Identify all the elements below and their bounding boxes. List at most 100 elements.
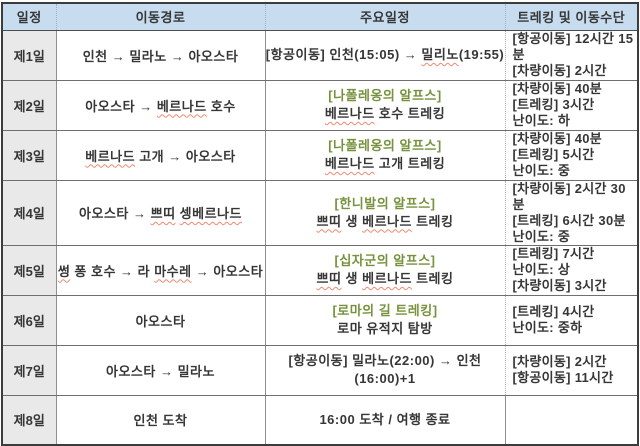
route-cell: 아오스타 → 밀라노 [56, 345, 266, 396]
misspelled-word: 썽 [57, 263, 71, 279]
table-body: 제1일 인천 → 밀라노 → 아오스타 [항공이동] 인천(15:05) → 밀리노… [2, 30, 638, 445]
text-segment: 인천 도착 [133, 413, 188, 429]
header-trekking-transport: 트레킹 및 이동수단 [505, 3, 638, 31]
main-schedule-line: 16:00 도착 / 여행 종료 [266, 411, 505, 429]
text-segment: 호수 트레킹 [374, 106, 446, 121]
table-row: 제3일 베르나드 고개 → 아오스타 [나폴레옹의 알프스] 베르나드 고개 트레킹[… [2, 130, 638, 181]
transport-line: [항공이동] 12시간 15분 [512, 31, 634, 62]
highlight-title: [한니발의 알프스] [334, 195, 436, 211]
route-cell: 인천 → 밀라노 → 아오스타 [56, 30, 266, 81]
transport-cell: [항공이동] 12시간 15분 [차량이동] 2시간 [505, 30, 638, 81]
main-schedule-cell: [한니발의 알프스] 쁘띠 생 베르나드 트레킹 [265, 180, 506, 246]
transport-cell: [차량이동] 40분 [트레킹] 3시간 난이도: 하 [505, 80, 638, 131]
route-cell: 인천 도착 [56, 395, 266, 445]
header-main-schedule: 주요일정 [265, 3, 506, 31]
main-schedule-line: 쁘띠 생 베르나드 트레킹 [266, 270, 505, 288]
main-schedule-line: [항공이동] 밀라노(22:00) → 인천(16:00)+1 [266, 352, 505, 388]
header-row: 일정 이동경로 주요일정 트레킹 및 이동수단 [2, 3, 638, 31]
table-row: 제2일 아오스타 → 베르나드 호수 [나폴레옹의 알프스] 베르나드 호수 트레킹[… [2, 80, 638, 131]
misspelled-word: 베르나드 [324, 156, 375, 171]
table-row: 제1일 인천 → 밀라노 → 아오스타 [항공이동] 인천(15:05) → 밀리노… [2, 30, 638, 81]
route-cell: 베르나드 고개 → 아오스타 [56, 130, 266, 181]
transport-line: [차량이동] 2시간 [512, 354, 607, 369]
table-row: 제8일 인천 도착 16:00 도착 / 여행 종료 [2, 395, 638, 445]
day-cell: 제1일 [2, 30, 57, 81]
misspelled-word: 베르나드 [156, 98, 207, 114]
day-cell: 제2일 [2, 80, 57, 131]
route-cell: 아오스타 → 쁘띠 셍베르나드 [56, 180, 266, 246]
misspelled-word: 쁘띠 [316, 213, 342, 229]
main-schedule-line: 베르나드 호수 트레킹 [266, 105, 505, 123]
text-segment: [항공이동] 밀라노(22:00) → 인천(16:00)+1 [288, 353, 482, 386]
main-schedule-cell: [항공이동] 밀라노(22:00) → 인천(16:00)+1 [265, 345, 506, 396]
highlight-title: [십자군의 알프스] [334, 253, 436, 268]
text-segment: 생 [341, 271, 363, 286]
text-segment: 트레킹 [411, 213, 454, 229]
main-schedule-cell: 16:00 도착 / 여행 종료 [265, 395, 506, 445]
main-schedule-cell: [십자군의 알프스] 쁘띠 생 베르나드 트레킹 [265, 245, 506, 296]
header-route: 이동경로 [56, 3, 266, 31]
transport-line: [트레킹] 6시간 30분 [512, 212, 626, 228]
misspelled-word: 쁘띠 [150, 206, 176, 221]
highlight-title: [나폴레옹의 알프스] [328, 138, 442, 153]
route-cell: 아오스타 [56, 295, 266, 346]
text-segment: 인천 → 밀라노 → 아오스타 [82, 48, 239, 64]
day-cell: 제3일 [2, 130, 57, 181]
misspelled-word: 쁘띠 [316, 271, 342, 286]
main-schedule-line: 로마 유적지 탐방 [266, 320, 505, 338]
misspelled-word: 베르나드 [362, 213, 412, 229]
day-cell: 제5일 [2, 245, 57, 296]
text-segment: 로마 유적지 탐방 [337, 321, 433, 336]
table-row: 제7일 아오스타 → 밀라노 [항공이동] 밀라노(22:00) → 인천(16:0… [2, 345, 638, 396]
transport-line: [항공이동] 11시간 [512, 370, 614, 385]
transport-line: 난이도: 중 [512, 163, 571, 178]
day-cell: 제8일 [2, 395, 57, 445]
transport-cell: [트레킹] 4시간 난이도: 중하 [505, 295, 638, 346]
transport-line: [트레킹] 7시간 [512, 246, 595, 261]
transport-line: 난이도: 하 [512, 113, 571, 128]
misspelled-word: 셍베르나드 [179, 206, 242, 221]
transport-cell: [차량이동] 2시간 [항공이동] 11시간 [505, 345, 638, 396]
table-row: 제4일 아오스타 → 쁘띠 셍베르나드 [한니발의 알프스] 쁘띠 생 베르나드 트레… [2, 180, 638, 246]
transport-line: [트레킹] 5시간 [512, 147, 595, 162]
misspelled-word: 베르나드 [85, 148, 136, 164]
main-schedule-line: [나폴레옹의 알프스] [266, 137, 505, 155]
transport-line: 난이도: 중 [512, 228, 571, 244]
transport-line: 난이도: 중하 [512, 320, 583, 335]
text-segment: 아오스타 → 밀라노 [106, 363, 215, 379]
transport-line: [트레킹] 4시간 [512, 304, 595, 319]
transport-cell: [차량이동] 2시간 30분 [트레킹] 6시간 30분 난이도: 중 [505, 180, 638, 246]
main-schedule-cell: [나폴레옹의 알프스] 베르나드 고개 트레킹 [265, 130, 506, 181]
header-schedule: 일정 [2, 3, 57, 31]
main-schedule-line: [로마의 길 트레킹] [266, 302, 505, 320]
table-row: 제6일 아오스타 [로마의 길 트레킹] 로마 유적지 탐방 [트레킹] 4시간 난이도:… [2, 295, 638, 346]
text-segment: 16:00 도착 / 여행 종료 [319, 411, 451, 427]
text-segment: [항공이동] 인천(15:05) → [265, 47, 422, 62]
transport-line: [차량이동] 40분 [512, 81, 603, 96]
main-schedule-cell: [로마의 길 트레킹] 로마 유적지 탐방 [265, 295, 506, 346]
table-row: 제5일 썽 퐁 호수 → 라 마수레 → 아오스타 [십자군의 알프스] 쁘띠 생 베… [2, 245, 638, 296]
main-schedule-cell: [나폴레옹의 알프스] 베르나드 호수 트레킹 [265, 80, 506, 131]
main-schedule-line: [한니발의 알프스] [266, 195, 505, 213]
misspelled-word: 마수레 [154, 263, 192, 279]
main-schedule-line: 베르나드 고개 트레킹 [266, 155, 505, 173]
text-segment: 고개 → 아오스타 [135, 148, 236, 164]
main-schedule-line: [나폴레옹의 알프스] [266, 87, 505, 105]
transport-line: 난이도: 상 [512, 262, 571, 277]
day-cell: 제4일 [2, 180, 57, 246]
transport-cell [505, 395, 638, 445]
transport-cell: [차량이동] 40분 [트레킹] 5시간 난이도: 중 [505, 130, 638, 181]
transport-line: [차량이동] 2시간 30분 [512, 180, 626, 212]
day-cell: 제7일 [2, 345, 57, 396]
text-segment: 고개 트레킹 [374, 156, 446, 171]
main-schedule-cell: [항공이동] 인천(15:05) → 밀리노(19:55) [265, 30, 506, 81]
route-cell: 아오스타 → 베르나드 호수 [56, 80, 266, 131]
highlight-title: [로마의 길 트레킹] [332, 303, 438, 318]
main-schedule-line: [십자군의 알프스] [266, 252, 505, 270]
transport-line: [트레킹] 3시간 [512, 97, 595, 112]
transport-line: [차량이동] 40분 [512, 131, 603, 146]
transport-line: [차량이동] 3시간 [512, 278, 607, 293]
main-schedule-line: 쁘띠 생 베르나드 트레킹 [266, 213, 505, 231]
